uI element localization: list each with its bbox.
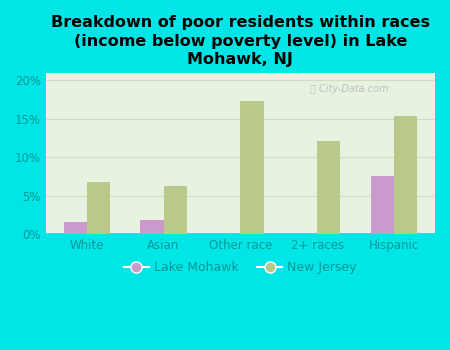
- Bar: [394, 116, 417, 234]
- Title: Breakdown of poor residents within races
(income below poverty level) in Lake
Mo: Breakdown of poor residents within races…: [51, 15, 430, 67]
- Text: ⓒ City-Data.com: ⓒ City-Data.com: [310, 84, 389, 94]
- Bar: [86, 182, 110, 234]
- Bar: [240, 101, 264, 234]
- Bar: [371, 176, 394, 234]
- Bar: [63, 223, 86, 234]
- Bar: [163, 186, 187, 234]
- Legend: Lake Mohawk, New Jersey: Lake Mohawk, New Jersey: [119, 257, 362, 279]
- Bar: [140, 220, 163, 234]
- Bar: [317, 141, 340, 234]
